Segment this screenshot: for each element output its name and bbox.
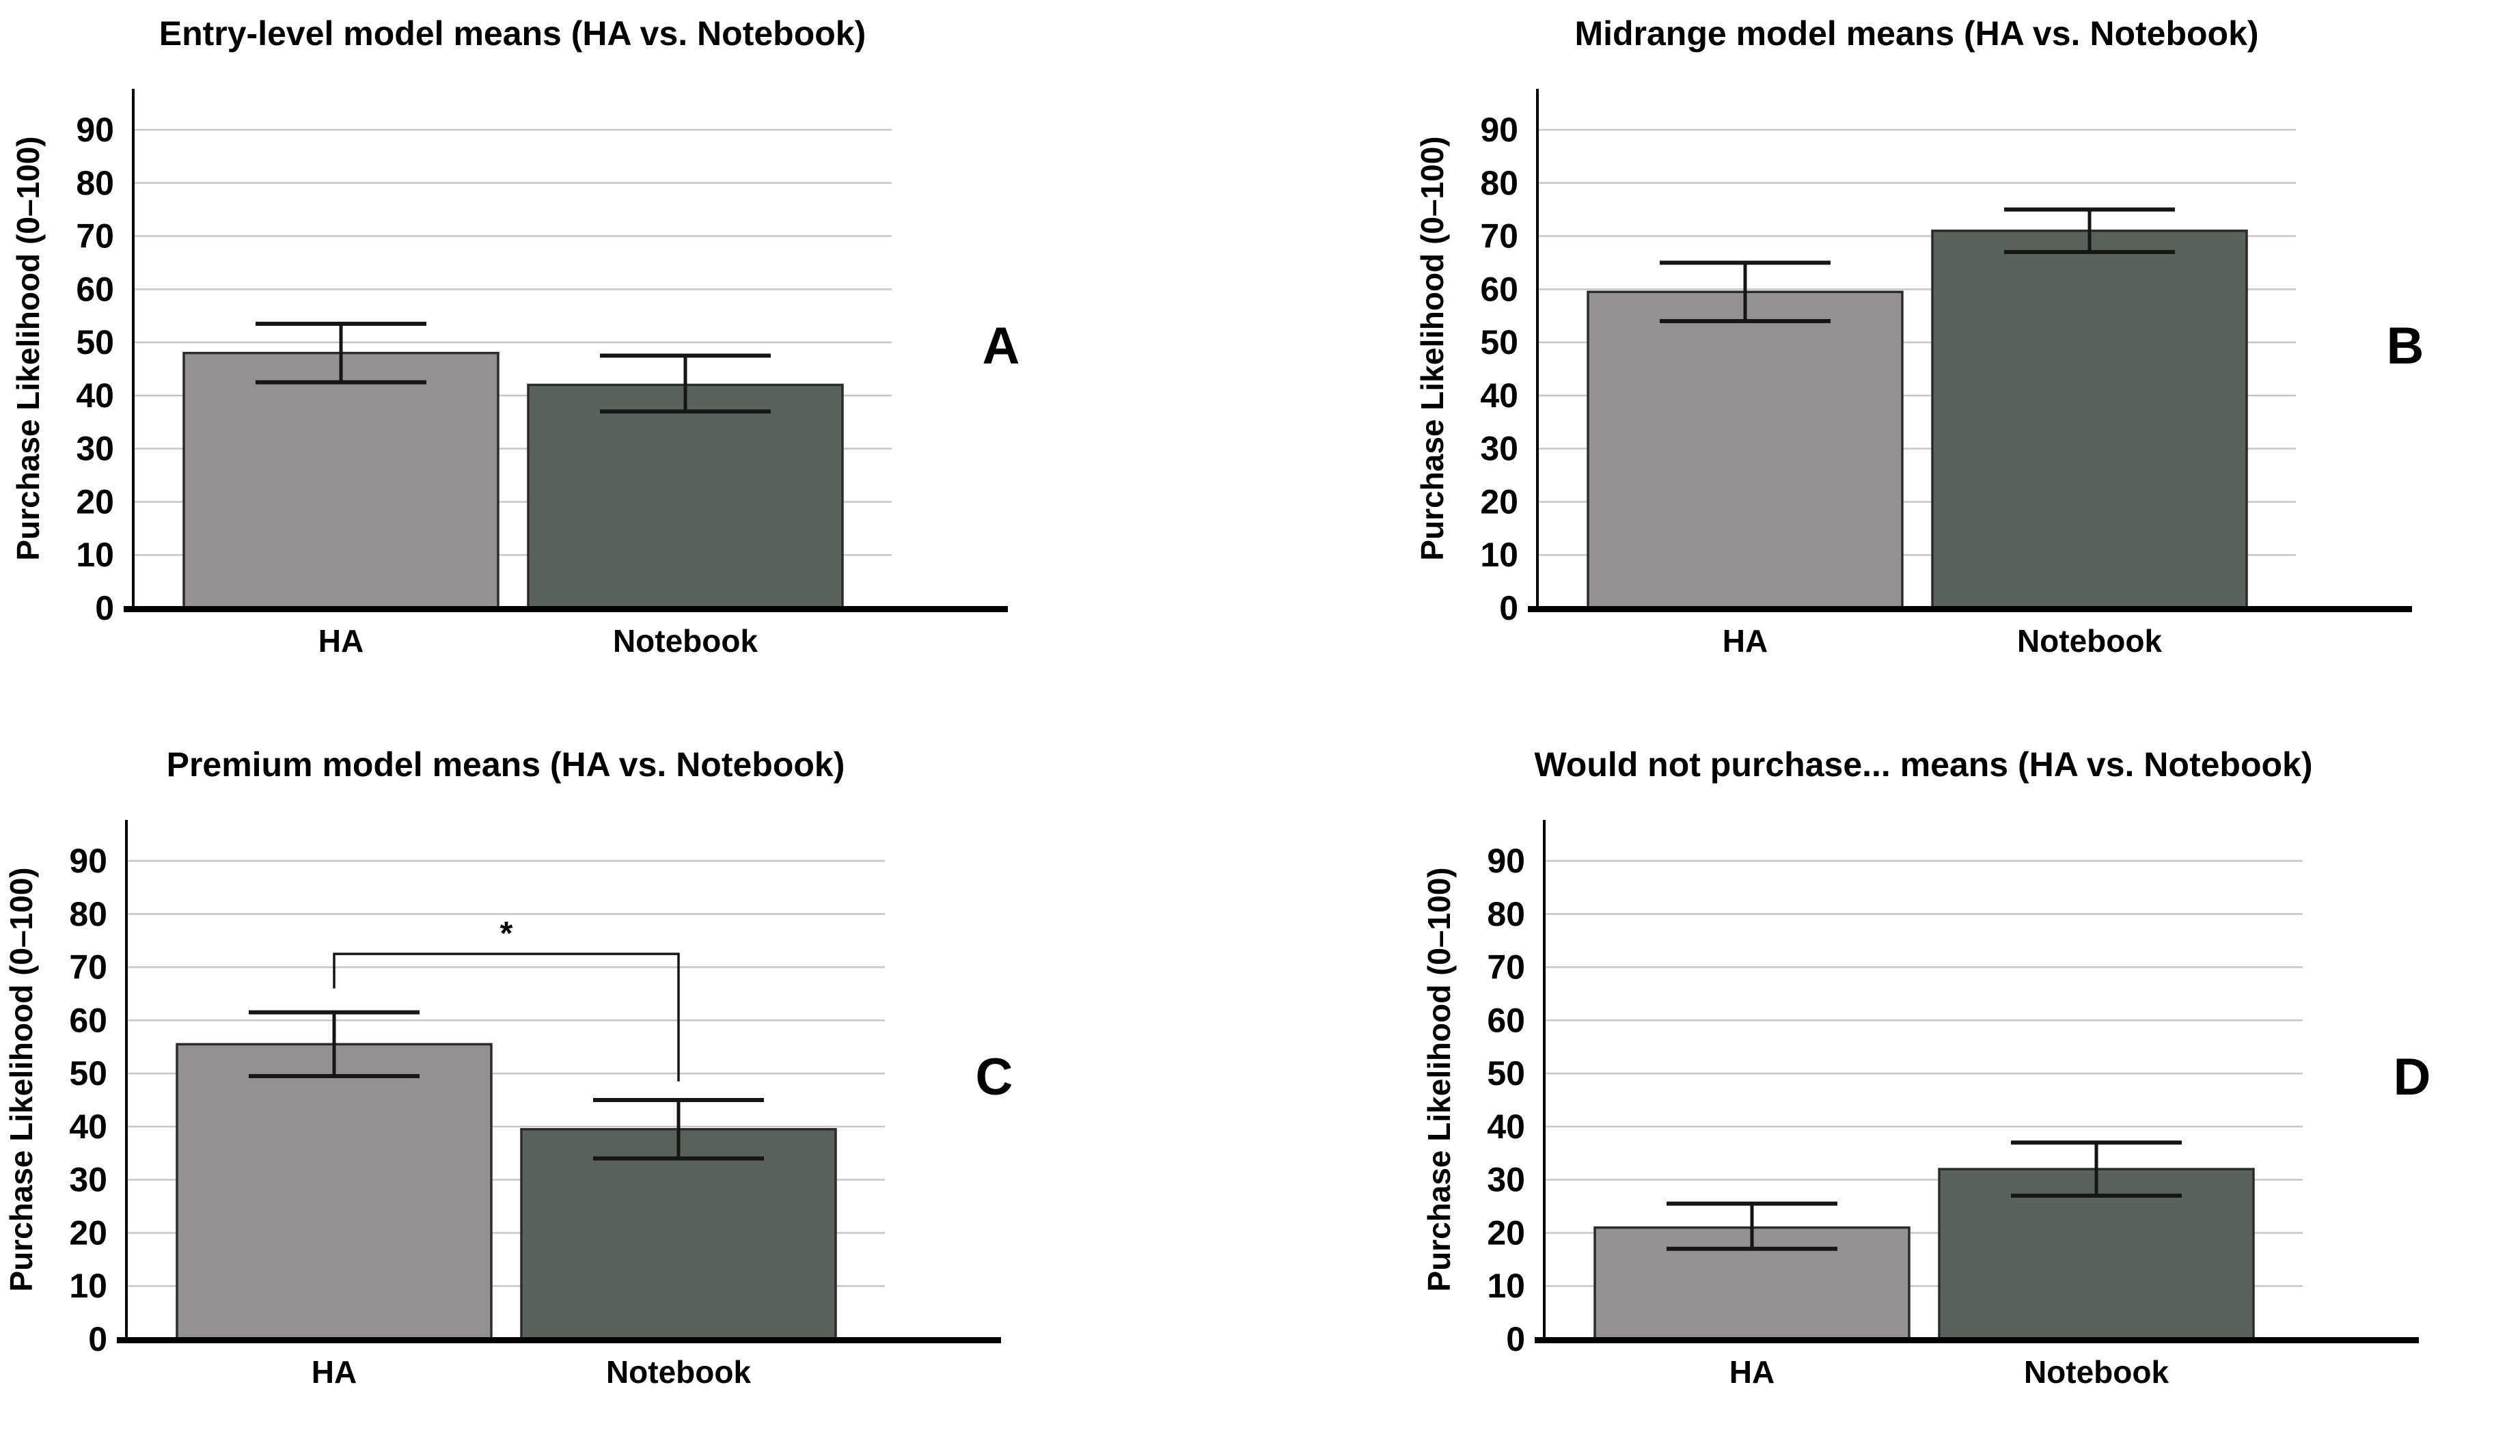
error-bar-notebook [2011, 1140, 2182, 1198]
y-tick-label-80: 80 [69, 895, 107, 933]
error-bar-ha [1660, 260, 1831, 323]
x-category-label-notebook: Notebook [606, 1354, 752, 1390]
y-axis-label: Purchase Likelihood (0–100) [1414, 136, 1450, 560]
y-tick-label-80: 80 [1487, 895, 1525, 933]
x-axis-line [1528, 606, 2412, 612]
y-tick-label-70: 70 [76, 217, 114, 256]
bar-notebook [520, 1128, 837, 1341]
y-tick-label-60: 60 [76, 270, 114, 308]
error-bar-ha [256, 321, 426, 385]
error-bar-notebook [600, 353, 771, 414]
y-tick-label-50: 50 [76, 323, 114, 361]
x-category-label-ha: HA [1729, 1354, 1775, 1390]
y-tick-label-40: 40 [1487, 1108, 1525, 1146]
y-tick-label-90: 90 [1480, 111, 1518, 149]
y-tick-label-40: 40 [1480, 376, 1518, 415]
panel-b: 0 10 20 30 40 50 60 70 80 90 HA Notebook Midrange mo… [1414, 0, 2480, 724]
y-tick-label-0: 0 [1499, 589, 1518, 627]
panel-letter-c: C [976, 1048, 1013, 1106]
error-bar-ha [249, 1010, 420, 1078]
y-tick-label-30: 30 [69, 1161, 107, 1199]
y-tick-label-10: 10 [1480, 536, 1518, 574]
panel-c: 0 10 20 30 40 50 60 70 80 90 HA Notebook * Premium mo… [3, 731, 1069, 1455]
panel-a: 0 10 20 30 40 50 60 70 80 90 HA Notebook Entry-level… [10, 0, 1076, 724]
y-tick-label-80: 80 [1480, 164, 1518, 202]
y-tick-label-40: 40 [76, 376, 114, 415]
y-tick-label-50: 50 [1480, 323, 1518, 361]
y-tick-label-50: 50 [69, 1054, 107, 1093]
panel-letter-d: D [2394, 1048, 2431, 1106]
bar-ha [182, 351, 499, 609]
y-tick-label-70: 70 [1487, 948, 1525, 987]
y-tick-label-20: 20 [1480, 482, 1518, 521]
chart-title: Entry-level model means (HA vs. Notebook… [159, 14, 866, 53]
significance-star: * [500, 916, 513, 952]
y-tick-label-60: 60 [69, 1001, 107, 1039]
x-category-label-ha: HA [1723, 623, 1768, 659]
bar-notebook [527, 383, 844, 609]
significance-bracket [333, 952, 680, 1082]
y-axis-label: Purchase Likelihood (0–100) [3, 867, 39, 1291]
chart-title: Premium model means (HA vs. Notebook) [167, 745, 845, 784]
chart-title: Midrange model means (HA vs. Notebook) [1574, 14, 2258, 53]
x-category-label-notebook: Notebook [2017, 623, 2163, 659]
y-tick-label-20: 20 [1487, 1213, 1525, 1252]
y-tick-label-80: 80 [76, 164, 114, 202]
panel-a-chart: 0 10 20 30 40 50 60 70 80 90 HA Notebook Entry-level… [10, 14, 1020, 659]
panel-letter-a: A [983, 317, 1020, 375]
bar-notebook [1931, 230, 2248, 609]
y-tick-label-30: 30 [1480, 430, 1518, 468]
y-tick-label-70: 70 [1480, 217, 1518, 256]
bar-ha [1587, 290, 1904, 609]
y-tick-label-20: 20 [76, 482, 114, 521]
y-tick-label-60: 60 [1480, 270, 1518, 308]
y-tick-label-10: 10 [1487, 1267, 1525, 1305]
y-tick-label-90: 90 [1487, 842, 1525, 880]
x-axis-line [1535, 1337, 2419, 1343]
y-tick-label-10: 10 [69, 1267, 107, 1305]
x-axis-line [117, 1337, 1001, 1343]
x-category-label-notebook: Notebook [613, 623, 758, 659]
y-tick-label-0: 0 [1506, 1320, 1525, 1358]
error-bar-notebook [593, 1098, 764, 1161]
y-tick-label-0: 0 [88, 1320, 107, 1358]
y-tick-label-20: 20 [69, 1213, 107, 1252]
y-tick-label-70: 70 [69, 948, 107, 987]
error-bar-notebook [2004, 207, 2175, 254]
panel-letter-b: B [2387, 317, 2424, 375]
x-category-label-ha: HA [312, 1354, 357, 1390]
panel-b-chart: 0 10 20 30 40 50 60 70 80 90 HA Notebook Midrange mo… [1414, 14, 2424, 659]
panel-c-chart: 0 10 20 30 40 50 60 70 80 90 HA Notebook * Premium mo… [3, 745, 1013, 1390]
x-category-label-ha: HA [318, 623, 364, 659]
panel-d: 0 10 20 30 40 50 60 70 80 90 HA Notebook Would not p… [1421, 731, 2487, 1455]
y-tick-label-30: 30 [1487, 1161, 1525, 1199]
y-axis-label: Purchase Likelihood (0–100) [1421, 867, 1457, 1291]
y-tick-label-60: 60 [1487, 1001, 1525, 1039]
y-tick-label-10: 10 [76, 536, 114, 574]
error-bar-ha [1667, 1201, 1837, 1251]
x-category-label-notebook: Notebook [2024, 1354, 2169, 1390]
bar-ha [176, 1043, 493, 1341]
y-tick-label-0: 0 [95, 589, 114, 627]
x-axis-line [124, 606, 1008, 612]
y-tick-label-90: 90 [76, 111, 114, 149]
chart-title: Would not purchase... means (HA vs. Note… [1534, 745, 2312, 784]
y-tick-label-40: 40 [69, 1108, 107, 1146]
panel-d-chart: 0 10 20 30 40 50 60 70 80 90 HA Notebook Would not p… [1421, 745, 2431, 1390]
y-tick-label-30: 30 [76, 430, 114, 468]
y-tick-label-50: 50 [1487, 1054, 1525, 1093]
y-axis-label: Purchase Likelihood (0–100) [10, 136, 46, 560]
y-tick-label-90: 90 [69, 842, 107, 880]
